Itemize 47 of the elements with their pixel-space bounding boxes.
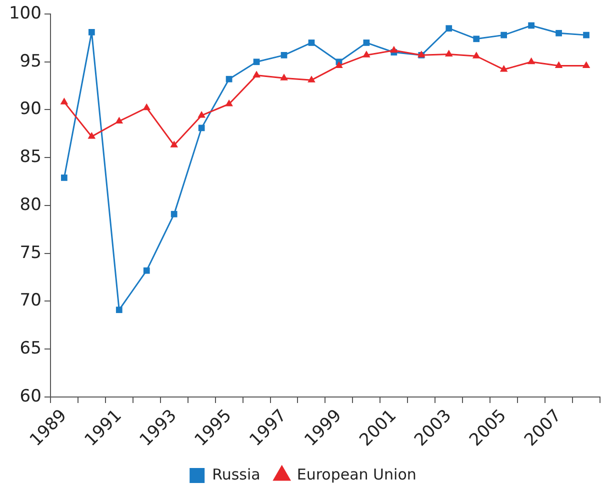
- legend-label: Russia: [212, 465, 260, 484]
- point: [527, 57, 536, 64]
- point: [556, 30, 562, 36]
- point: [280, 52, 288, 58]
- point: [170, 140, 178, 148]
- point: [61, 174, 68, 181]
- point: [363, 40, 370, 46]
- point: [583, 32, 590, 38]
- point: [308, 40, 315, 46]
- point: [582, 61, 590, 68]
- point: [390, 46, 398, 53]
- y-tick-label: 100: [8, 3, 42, 24]
- y-tick-label: 70: [20, 290, 42, 311]
- point: [308, 76, 316, 82]
- y-tick-label: 95: [20, 51, 42, 72]
- point: [554, 61, 563, 68]
- point: [362, 50, 370, 58]
- point: [198, 110, 206, 118]
- point: [253, 58, 260, 66]
- point: [500, 32, 508, 38]
- point: [528, 22, 534, 29]
- point: [252, 70, 260, 78]
- point: [88, 132, 96, 139]
- point: [473, 36, 480, 42]
- point: [472, 52, 480, 58]
- point: [116, 306, 122, 314]
- y-tick-label: 80: [20, 194, 42, 215]
- point: [115, 116, 124, 124]
- point: [198, 124, 205, 132]
- point: [170, 210, 178, 218]
- y-tick-label: 85: [20, 147, 42, 168]
- y-tick-label: 90: [20, 99, 42, 120]
- point: [142, 103, 151, 110]
- point: [88, 29, 95, 36]
- point: [60, 98, 68, 104]
- point: [225, 100, 233, 106]
- point: [444, 50, 453, 56]
- y-tick-label: 65: [20, 338, 42, 359]
- point: [226, 76, 232, 82]
- point: [500, 65, 508, 72]
- point: [446, 25, 452, 32]
- point: [143, 267, 150, 274]
- point: [280, 74, 288, 80]
- legend-label: European Union: [296, 465, 416, 484]
- point: [335, 61, 343, 68]
- y-tick-label: 60: [20, 386, 42, 406]
- y-tick-label: 75: [20, 242, 42, 263]
